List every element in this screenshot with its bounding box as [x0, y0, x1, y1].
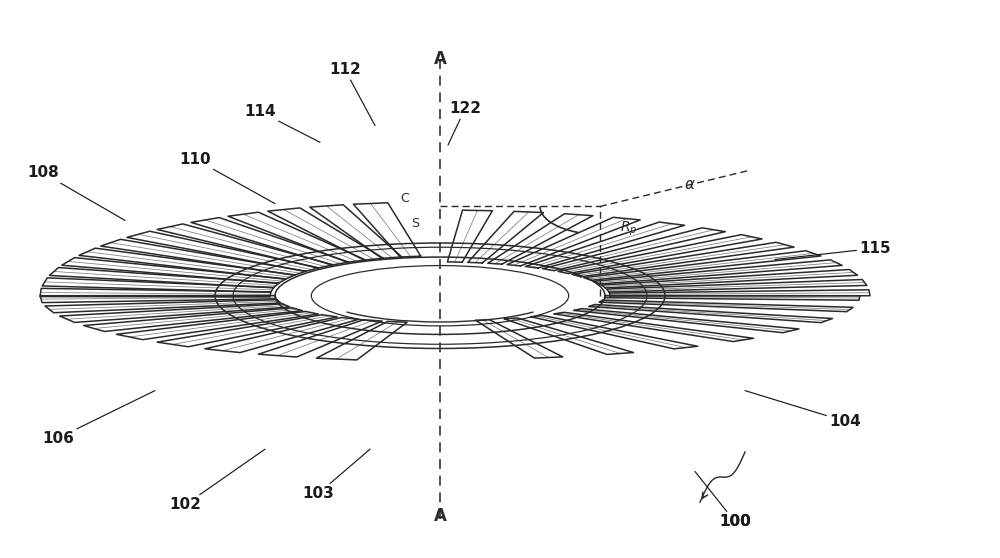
Text: $R_p$: $R_p$: [620, 220, 637, 238]
Text: 122: 122: [448, 102, 481, 145]
Text: 100: 100: [695, 472, 751, 529]
Text: $\alpha$: $\alpha$: [684, 177, 696, 191]
Text: A: A: [434, 50, 446, 68]
Text: 110: 110: [179, 152, 275, 204]
Text: 100: 100: [719, 514, 751, 529]
Text: 115: 115: [775, 241, 891, 259]
Text: 108: 108: [27, 166, 125, 220]
Text: 103: 103: [302, 449, 370, 501]
Text: 114: 114: [244, 104, 320, 142]
Text: 104: 104: [745, 391, 861, 429]
Text: 112: 112: [329, 62, 375, 126]
Text: S: S: [411, 217, 419, 230]
Text: 106: 106: [42, 391, 155, 445]
Text: A: A: [434, 507, 446, 525]
Text: C: C: [401, 191, 409, 205]
Text: 102: 102: [169, 449, 265, 512]
